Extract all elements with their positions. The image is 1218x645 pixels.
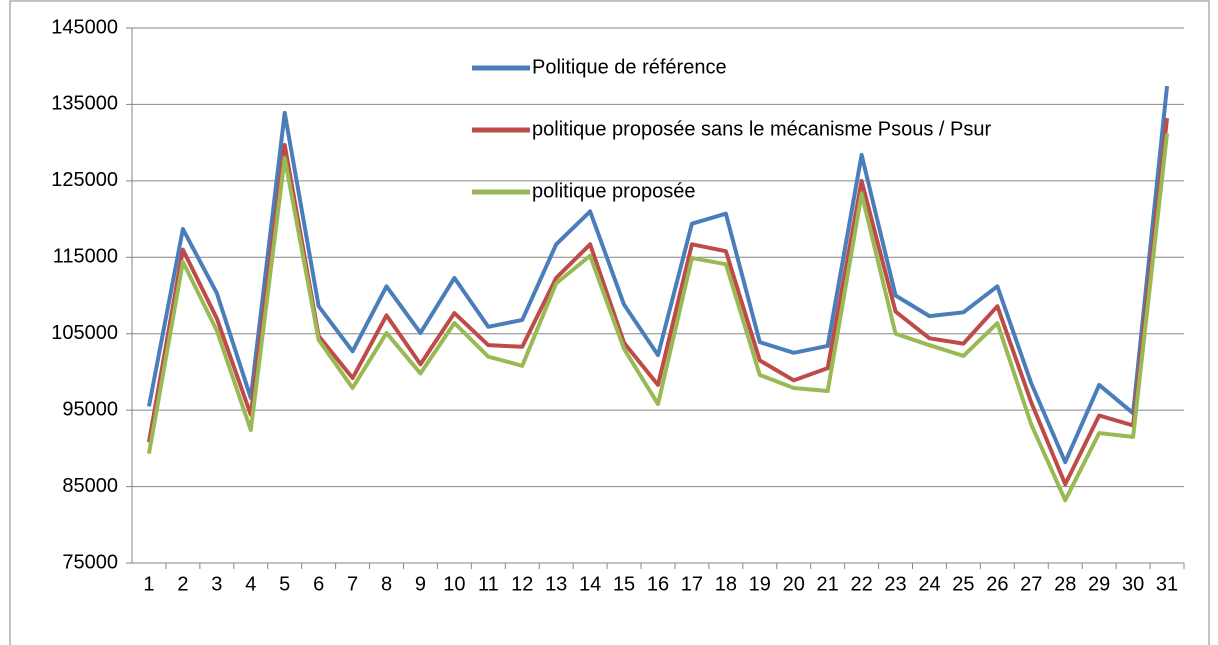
x-tick-label: 1 [143, 573, 154, 595]
x-tick-label: 24 [918, 573, 940, 595]
series-line [147, 85, 1170, 465]
y-tick-label: 135000 [51, 93, 118, 115]
x-tick-label: 25 [952, 573, 974, 595]
x-tick-label: 19 [749, 573, 771, 595]
x-tick-label: 5 [279, 573, 290, 595]
x-tick-label: 7 [347, 573, 358, 595]
y-tick-label: 125000 [51, 169, 118, 191]
lines [146, 85, 1170, 503]
x-tick-label: 20 [783, 573, 805, 595]
chart-frame [9, 0, 1210, 645]
x-tick-label: 27 [1020, 573, 1042, 595]
x-tick-label: 13 [545, 573, 567, 595]
legend-label: politique proposée sans le mécanisme Pso… [532, 118, 991, 140]
y-tick-label: 105000 [51, 322, 118, 344]
x-tick-label: 23 [884, 573, 906, 595]
y-tick-label: 95000 [62, 398, 118, 420]
grid: 75000 85000 95000 105000 115000 125000 135000 1… [51, 16, 1185, 595]
x-tick-label: 31 [1156, 573, 1178, 595]
y-tick-label: 115000 [53, 246, 118, 268]
x-tick-label: 2 [177, 573, 188, 595]
x-tick-label: 26 [986, 573, 1008, 595]
y-tick-label: 145000 [51, 16, 118, 38]
x-tick-label: 11 [478, 573, 499, 595]
x-tick-label: 22 [850, 573, 872, 595]
x-tick-label: 6 [313, 573, 324, 595]
x-tick-label: 15 [613, 573, 635, 595]
series-line [146, 133, 1170, 503]
x-tick-label: 10 [443, 573, 465, 595]
x-tick-label: 9 [415, 573, 426, 595]
x-tick-label: 17 [681, 573, 703, 595]
x-tick-label: 14 [579, 573, 601, 595]
x-tick-label: 21 [817, 573, 839, 595]
x-tick-label: 16 [647, 573, 669, 595]
legend-label: politique proposée [532, 180, 695, 202]
x-tick-label: 18 [715, 573, 737, 595]
legend-label: Politique de référence [532, 56, 727, 78]
y-tick-label: 75000 [62, 551, 118, 573]
x-tick-label: 12 [511, 573, 533, 595]
x-tick-label: 4 [245, 573, 256, 595]
x-tick-label: 29 [1088, 573, 1110, 595]
x-tick-label: 30 [1122, 573, 1144, 595]
x-tick-label: 8 [381, 573, 392, 595]
y-tick-label: 85000 [62, 475, 118, 497]
legend: Politique de référence politique proposée… [472, 56, 991, 202]
x-tick-label: 3 [211, 573, 222, 595]
x-tick-label: 28 [1054, 573, 1076, 595]
